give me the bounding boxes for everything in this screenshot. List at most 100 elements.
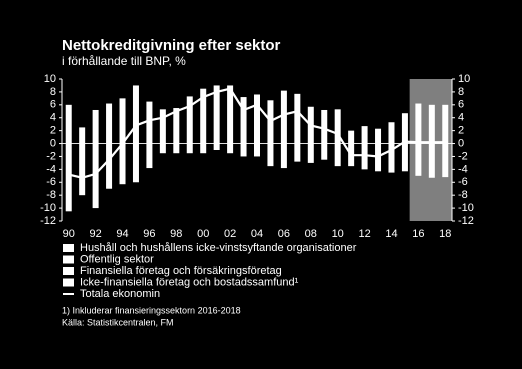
legend-swatch <box>63 244 74 252</box>
source: Källa: Statistikcentralen, FM <box>62 317 174 327</box>
bar <box>348 130 355 144</box>
y2-tick-label: -10 <box>458 202 474 214</box>
bar <box>173 143 180 154</box>
bar <box>321 109 328 144</box>
y2-tick-label: -2 <box>458 150 468 162</box>
bar <box>375 128 382 144</box>
bar <box>415 103 422 144</box>
x-tick-label: 96 <box>143 228 155 240</box>
y-tick-label: -4 <box>46 163 56 175</box>
y-tick-label: -10 <box>40 202 56 214</box>
bar <box>334 143 341 167</box>
bar <box>119 143 126 185</box>
legend-label: Hushåll och hushållens icke-vinstsyftand… <box>80 242 357 254</box>
bar <box>401 113 408 144</box>
bar <box>361 143 368 170</box>
bar <box>159 143 166 154</box>
bar <box>146 101 153 144</box>
bar <box>106 103 113 144</box>
bar <box>65 143 72 212</box>
bar <box>200 88 207 144</box>
bar <box>442 143 449 178</box>
bar <box>106 143 113 189</box>
bar <box>65 104 72 144</box>
total-line <box>68 87 446 179</box>
bar <box>186 143 193 154</box>
bar <box>240 143 247 157</box>
legend-label: Finansiella företag och försäkringsföret… <box>80 265 282 277</box>
bar <box>227 143 234 154</box>
bar <box>92 143 99 209</box>
legend-swatch <box>63 267 74 275</box>
x-tick-label: 10 <box>332 228 344 240</box>
bar <box>79 143 86 196</box>
bar <box>401 143 408 172</box>
y-tick-label: -6 <box>46 176 56 188</box>
y-tick-label: -2 <box>46 150 56 162</box>
bar <box>321 143 328 160</box>
bar <box>415 143 422 176</box>
bar <box>213 143 220 150</box>
y2-tick-label: 2 <box>458 125 464 137</box>
bar <box>159 109 166 144</box>
y-tick-label: -12 <box>40 215 56 227</box>
bar <box>254 94 260 144</box>
legend-swatch <box>63 255 74 264</box>
x-tick-label: 04 <box>251 228 263 240</box>
x-tick-label: 12 <box>358 228 370 240</box>
x-tick-label: 92 <box>89 228 101 240</box>
bar <box>280 143 287 169</box>
y-tick-label: 4 <box>50 112 56 124</box>
y-tick-label: 8 <box>50 86 56 98</box>
y2-tick-label: -12 <box>458 215 474 227</box>
bar <box>213 85 220 144</box>
bar <box>146 143 153 169</box>
bar <box>388 143 395 173</box>
y2-tick-label: 8 <box>458 86 464 98</box>
bar <box>92 109 99 144</box>
bar <box>307 143 314 163</box>
y2-tick-label: -4 <box>458 163 468 175</box>
x-tick-label: 98 <box>170 228 182 240</box>
bar <box>200 143 207 154</box>
bar <box>361 126 368 144</box>
y2-tick-label: 0 <box>458 137 464 149</box>
y-tick-label: -8 <box>46 189 56 201</box>
x-tick-label: 14 <box>385 228 397 240</box>
x-tick-label: 08 <box>305 228 317 240</box>
bar <box>428 143 435 178</box>
x-tick-label: 02 <box>224 228 236 240</box>
x-tick-label: 90 <box>63 228 75 240</box>
y2-tick-label: -8 <box>458 189 468 201</box>
bar <box>227 85 234 144</box>
legend-swatch <box>63 278 74 287</box>
legend-label: Offentlig sektor <box>80 253 154 265</box>
y-tick-label: 0 <box>50 137 56 149</box>
bar <box>280 90 287 144</box>
bar <box>186 96 193 144</box>
x-tick-label: 00 <box>197 228 209 240</box>
bar <box>79 127 86 144</box>
bar <box>254 143 260 157</box>
x-tick-label: 16 <box>412 228 424 240</box>
y2-tick-label: 4 <box>458 112 464 124</box>
bar <box>240 97 247 144</box>
bar <box>334 109 341 144</box>
x-tick-label: 18 <box>439 228 451 240</box>
chart-subtitle: i förhållande till BNP, % <box>62 54 186 68</box>
bar <box>267 143 274 167</box>
x-tick-label: 94 <box>116 228 128 240</box>
y2-tick-label: 6 <box>458 99 464 111</box>
chart-title: Nettokreditgivning efter sektor <box>62 37 281 54</box>
y2-tick-label: 10 <box>458 73 470 85</box>
bar <box>294 143 301 162</box>
bar <box>119 98 126 144</box>
y-tick-label: 6 <box>50 99 56 111</box>
bar <box>294 93 301 144</box>
bar <box>388 122 395 144</box>
bar <box>173 108 180 144</box>
footnote: 1) Inkluderar finansieringssektorn 2016-… <box>62 305 241 315</box>
x-tick-label: 06 <box>278 228 290 240</box>
legend-label: Totala ekonomin <box>80 288 160 300</box>
